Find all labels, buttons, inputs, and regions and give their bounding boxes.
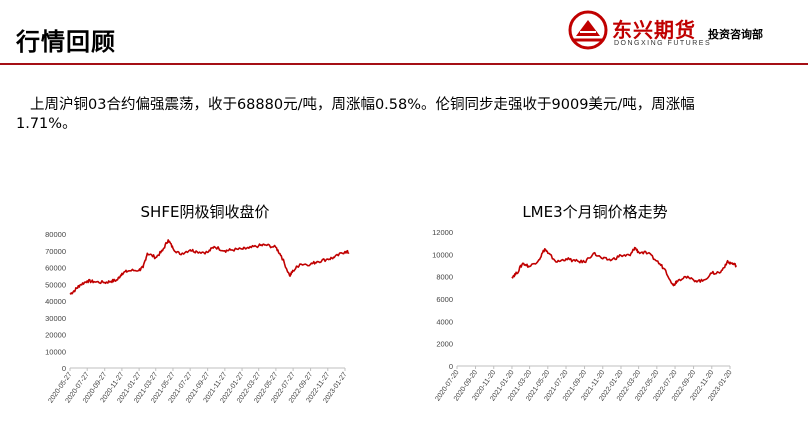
- department-label: 投资咨询部: [708, 28, 763, 41]
- dongxing-logo-icon: [568, 10, 608, 50]
- y-tick-label: 60000: [45, 264, 66, 273]
- lme-copper-chart: 0200040006000800010000120002020-07-20202…: [432, 228, 738, 402]
- y-tick-label: 8000: [436, 273, 453, 282]
- chart-title-lme: LME3个月铜价格走势: [522, 203, 668, 221]
- series-line: [511, 246, 738, 287]
- y-tick-label: 10000: [45, 347, 66, 356]
- y-tick-label: 10000: [432, 250, 453, 259]
- y-tick-label: 70000: [45, 247, 66, 256]
- y-tick-label: 50000: [45, 280, 66, 289]
- y-tick-label: 30000: [45, 314, 66, 323]
- page-title: 行情回顾: [16, 28, 116, 56]
- chart-title-shfe: SHFE阴极铜收盘价: [140, 203, 270, 221]
- y-tick-label: 12000: [432, 228, 453, 237]
- y-tick-label: 2000: [436, 340, 453, 349]
- y-tick-label: 0: [62, 364, 66, 373]
- series-line: [69, 239, 350, 295]
- y-tick-label: 6000: [436, 295, 453, 304]
- y-tick-label: 4000: [436, 317, 453, 326]
- title-divider: [0, 63, 808, 65]
- y-tick-label: 40000: [45, 297, 66, 306]
- brand-name-en: DONGXING FUTURES: [614, 40, 712, 47]
- shfe-copper-chart: 0 10000 20000 30000 40000 50000 60000 70000 8000…: [45, 230, 350, 404]
- y-tick-label: 80000: [45, 230, 66, 239]
- company-logo: 东兴期货 DONGXING FUTURES 投资咨询部: [568, 10, 808, 54]
- y-tick-label: 20000: [45, 331, 66, 340]
- market-summary: 上周沪铜03合约偏强震荡，收于68880元/吨，周涨幅0.58%。伦铜同步走强收…: [16, 97, 695, 132]
- brand-name-cn: 东兴期货: [612, 18, 696, 42]
- y-tick-label: 0: [449, 362, 453, 371]
